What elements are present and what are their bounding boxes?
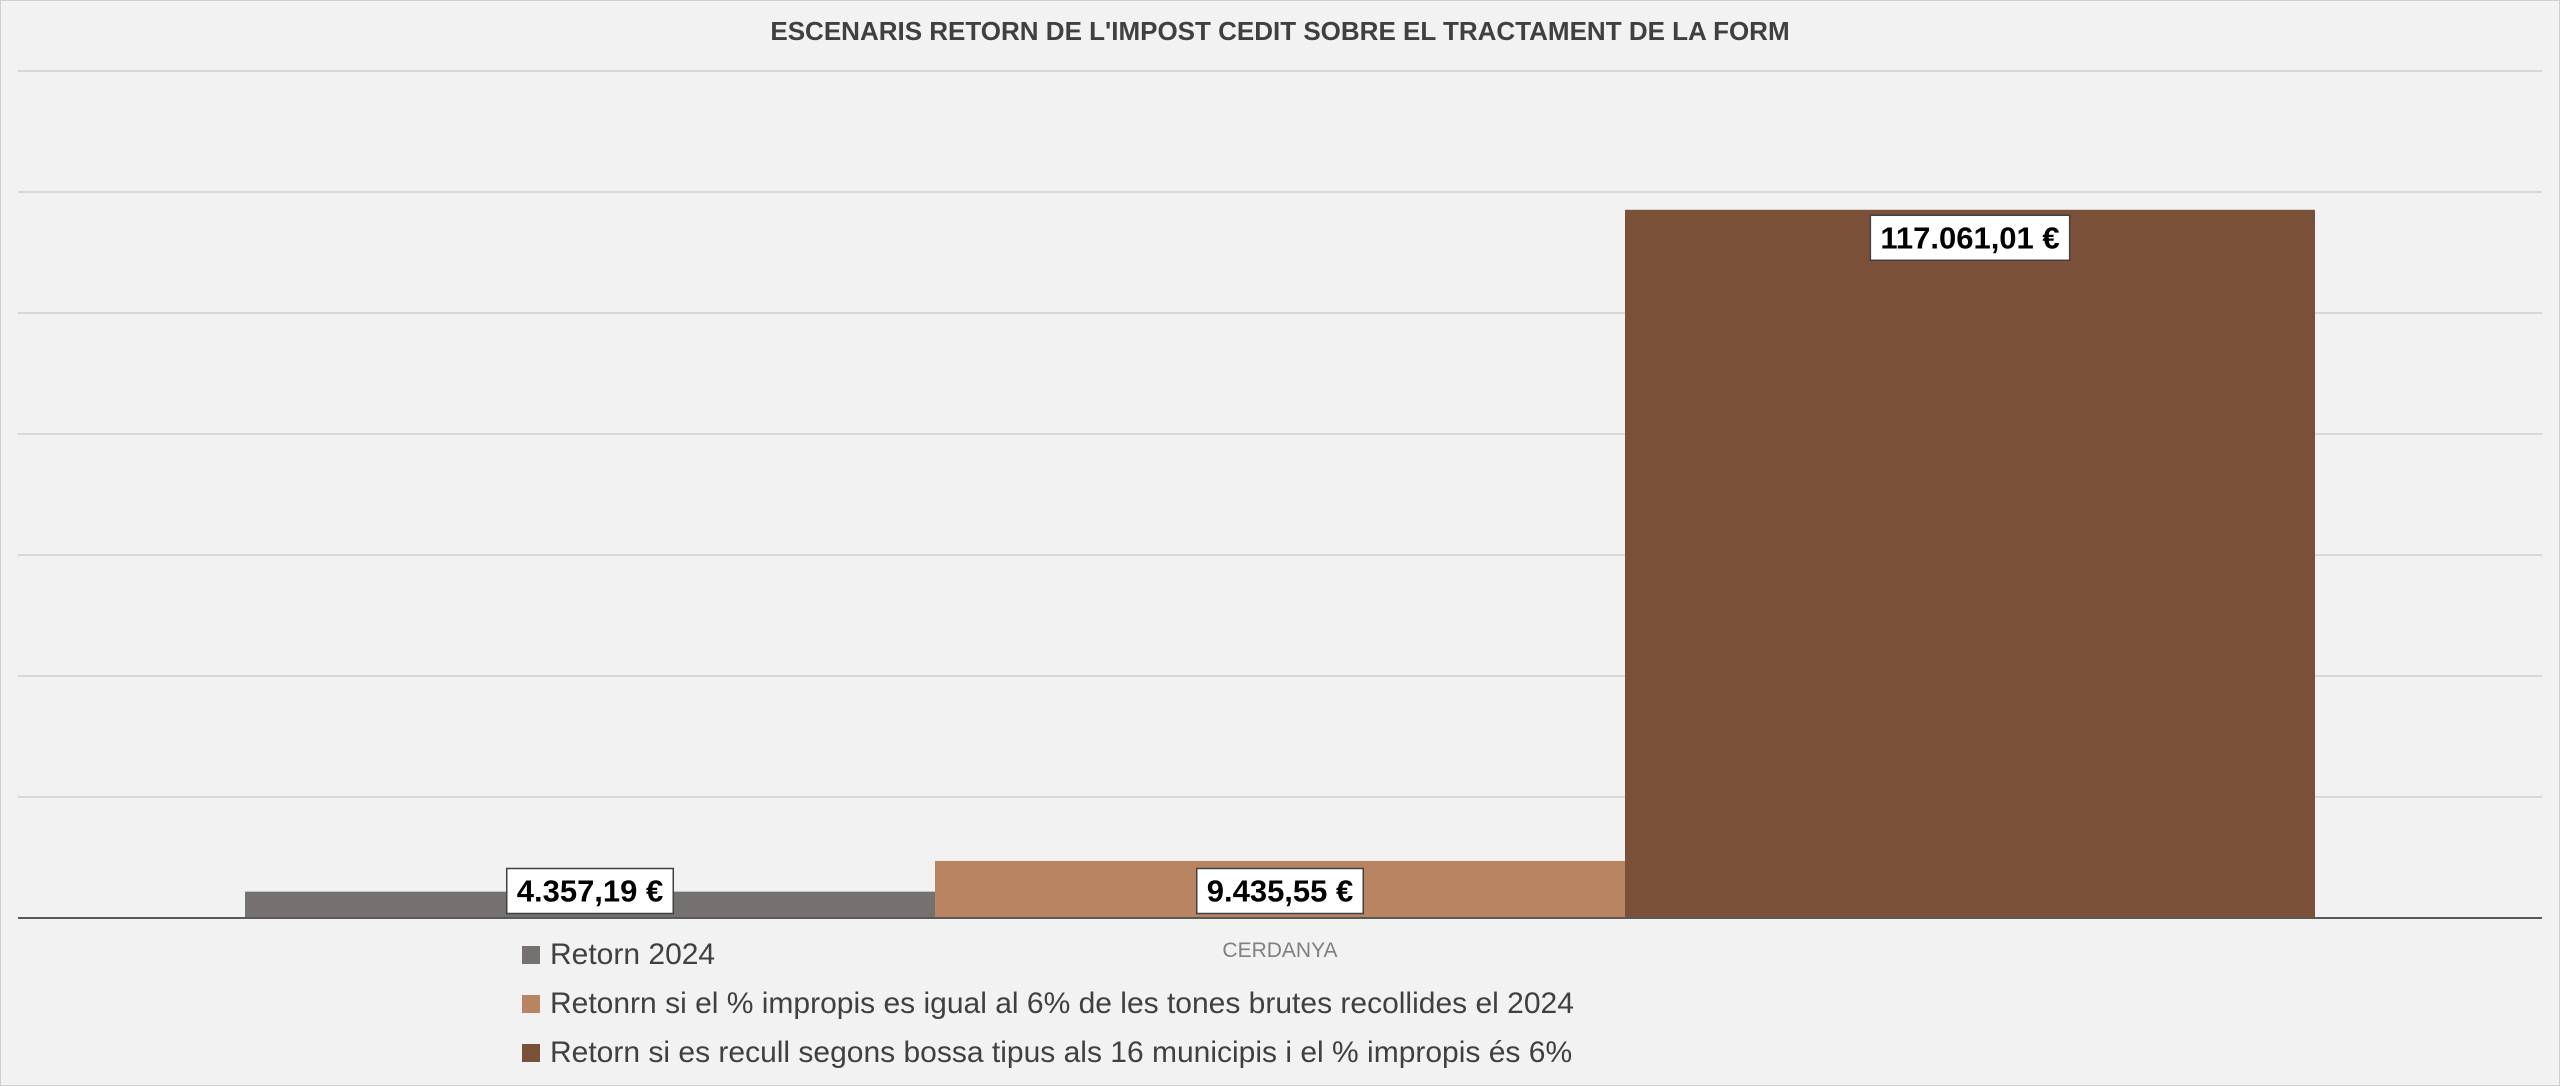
data-label-box [1195, 867, 1365, 915]
data-label-series-3: 117.061,01 € [1869, 214, 2071, 262]
chart-title: ESCENARIS RETORN DE L'IMPOST CEDIT SOBRE… [770, 16, 1790, 46]
bar-series-3 [1625, 209, 2315, 918]
category-label: CERDANYA [1222, 939, 1337, 962]
legend: Retorn 2024 Retonrn si el % impropis es i… [522, 930, 1574, 1077]
data-label-text: 9.435,55 € [1207, 874, 1354, 909]
legend-label: Retorn 2024 [550, 937, 716, 971]
data-label-box [1869, 214, 2071, 262]
legend-swatch [522, 994, 540, 1013]
legend-swatch [522, 1043, 540, 1062]
data-label-box [505, 867, 675, 915]
legend-item: Retonrn si el % impropis es igual al 6% … [522, 979, 1574, 1028]
bars [245, 209, 2315, 918]
data-label-text: 117.061,01 € [1880, 220, 2059, 255]
data-label-series-1: 4.357,19 € [505, 867, 675, 915]
legend-item: Retorn 2024 [522, 930, 1574, 979]
data-labels: 4.357,19 € 9.435,55 € 117.061,01 € [505, 214, 2071, 915]
data-label-text: 4.357,19 € [517, 874, 664, 909]
legend-label: Retorn si es recull segons bossa tipus a… [550, 1035, 1573, 1069]
legend-label: Retonrn si el % impropis es igual al 6% … [550, 986, 1574, 1020]
data-label-series-2: 9.435,55 € [1195, 867, 1365, 915]
legend-item: Retorn si es recull segons bossa tipus a… [522, 1028, 1574, 1077]
legend-swatch [522, 945, 540, 964]
